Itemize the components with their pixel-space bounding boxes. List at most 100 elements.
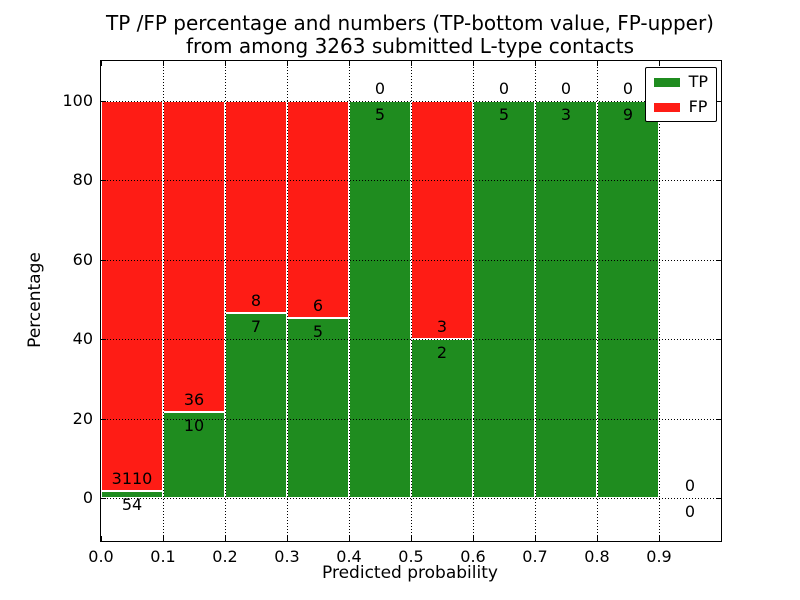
chart-title-line1: TP /FP percentage and numbers (TP-bottom… [106, 11, 714, 35]
plot-area: 3110 54 36 10 8 7 6 5 0 5 3 2 0 5 0 3 0 9 0 0 0.0 0.1 0.2 0.3 0.… [62, 60, 722, 566]
y-tick-right [716, 101, 721, 102]
x-tick-bottom [659, 536, 660, 541]
x-tick-bottom [287, 536, 288, 541]
x-tick-label: 0.2 [212, 547, 238, 566]
y-tick-label: 80 [72, 170, 93, 190]
fp-count-label: 8 [250, 290, 262, 310]
x-tick-top [225, 61, 226, 66]
y-tick-label: 0 [82, 488, 93, 507]
x-tick-bottom [163, 536, 164, 541]
bar-segment-tp [225, 312, 287, 498]
x-tick-label: 0.8 [584, 547, 610, 566]
bar-segment-tp [349, 101, 411, 498]
x-gridline [411, 61, 412, 541]
x-tick-bottom [411, 536, 412, 541]
x-tick-bottom [535, 536, 536, 541]
bar-segment-tp [101, 491, 163, 498]
x-tick-label: 0.9 [646, 547, 672, 566]
fp-count-label: 6 [312, 295, 324, 315]
bar-segment-tp [535, 101, 597, 498]
y-tick-right [716, 498, 721, 499]
legend-swatch-tp [653, 77, 680, 87]
fp-count-label: 3 [436, 317, 448, 337]
x-gridline [535, 61, 536, 541]
x-axis-label: Predicted probability [322, 563, 498, 583]
y-tick-right [716, 418, 721, 420]
x-tick-bottom [597, 536, 598, 541]
x-tick-top [597, 61, 598, 66]
x-tick-bottom [101, 536, 102, 541]
x-gridline [225, 61, 226, 541]
x-tick-top [659, 61, 660, 66]
tp-count-label: 5 [498, 105, 510, 124]
x-gridline [287, 61, 288, 541]
y-tick-right [716, 339, 721, 341]
bar-segment-tp [597, 101, 659, 498]
y-tick-left [101, 259, 106, 261]
y-tick-label: 20 [72, 408, 93, 428]
x-tick-bottom [225, 536, 226, 541]
x-tick-label: 0.0 [88, 547, 114, 566]
x-tick-top [287, 61, 288, 66]
legend-swatch-fp [653, 102, 680, 112]
x-tick-top [349, 61, 350, 66]
chart-title-line2: from among 3263 submitted L-type contact… [185, 34, 635, 58]
y-tick-label: 60 [72, 249, 93, 269]
x-gridline [597, 61, 598, 541]
bar-segment-tp [287, 317, 349, 498]
tp-count-label: 5 [374, 105, 386, 124]
x-tick-top [473, 61, 474, 66]
legend: TP FP [644, 67, 717, 122]
x-tick-bottom [349, 536, 350, 541]
x-tick-label: 0.1 [150, 547, 176, 566]
tp-count-label: 54 [121, 495, 143, 515]
tp-count-label: 10 [183, 415, 205, 435]
tp-count-label: 3 [560, 105, 572, 124]
x-tick-top [535, 61, 536, 66]
x-tick-label: 0.7 [522, 547, 548, 566]
legend-label-fp: FP [688, 97, 708, 116]
x-tick-top [101, 61, 102, 66]
fp-count-label: 0 [684, 476, 696, 495]
y-tick-right [716, 259, 721, 261]
tp-count-label: 9 [622, 105, 634, 124]
x-tick-label: 0.5 [398, 547, 424, 566]
bar-segment-fp [163, 101, 225, 412]
y-tick-label: 40 [72, 329, 93, 349]
tp-count-label: 7 [250, 316, 262, 336]
tp-count-label: 5 [312, 321, 324, 341]
x-tick-top [411, 61, 412, 66]
y-tick-right [716, 180, 721, 182]
x-gridline [473, 61, 474, 541]
y-tick-left [101, 418, 106, 420]
x-tick-top [163, 61, 164, 66]
bar-segment-fp [287, 101, 349, 318]
fp-count-label: 0 [560, 79, 572, 98]
x-tick-bottom [473, 536, 474, 541]
tp-count-label: 2 [436, 343, 448, 363]
bar-segment-tp [473, 101, 535, 498]
fp-count-label: 3110 [111, 469, 153, 489]
legend-row: FP [653, 97, 708, 116]
bar-segment-fp [101, 101, 163, 492]
x-gridline [349, 61, 350, 541]
x-tick-label: 0.3 [274, 547, 300, 566]
fp-count-label: 36 [183, 389, 205, 409]
y-tick-label: 100 [62, 91, 93, 110]
chart-title: TP /FP percentage and numbers (TP-bottom… [100, 12, 720, 58]
fp-count-label: 0 [374, 79, 386, 98]
x-tick-label: 0.4 [336, 547, 362, 566]
x-tick-label: 0.6 [460, 547, 486, 566]
tp-count-label: 0 [684, 502, 696, 521]
y-tick-left [101, 339, 106, 341]
bar-segment-fp [411, 101, 473, 340]
y-tick-left [101, 180, 106, 182]
x-gridline [659, 61, 660, 541]
x-gridline [163, 61, 164, 541]
bar-segment-fp [225, 101, 287, 313]
fp-count-label: 0 [498, 79, 510, 98]
legend-row: TP [653, 74, 708, 90]
y-tick-left [101, 498, 106, 499]
fp-count-label: 0 [622, 79, 634, 98]
